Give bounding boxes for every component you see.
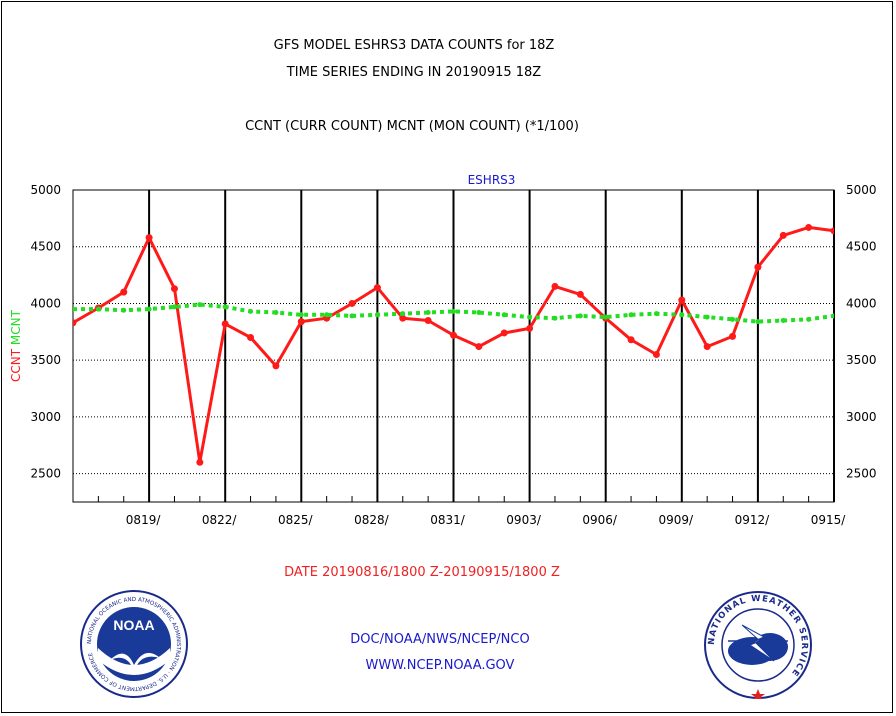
nws-logo: NATIONAL WEATHER SERVICE bbox=[704, 591, 812, 699]
point-ccnt bbox=[196, 458, 204, 466]
point-mcnt bbox=[197, 302, 203, 308]
point-mcnt bbox=[349, 313, 355, 319]
point-ccnt bbox=[424, 316, 432, 324]
point-ccnt bbox=[170, 285, 178, 293]
x-tick-label: 0822/ bbox=[202, 513, 238, 527]
plot-title: ESHRS3 bbox=[468, 173, 516, 187]
point-ccnt bbox=[500, 329, 508, 337]
point-ccnt bbox=[373, 284, 381, 292]
point-mcnt bbox=[425, 310, 431, 316]
x-tick-label: 0906/ bbox=[582, 513, 618, 527]
point-ccnt bbox=[627, 336, 635, 344]
point-ccnt bbox=[729, 332, 737, 340]
point-mcnt bbox=[451, 308, 456, 314]
point-mcnt bbox=[273, 310, 279, 316]
y-axis-label: CCNT MCNT bbox=[9, 309, 23, 382]
y-tick-label-right: 4000 bbox=[846, 296, 877, 310]
chart-title-line2: TIME SERIES ENDING IN 20190915 18Z bbox=[286, 65, 542, 80]
point-mcnt bbox=[146, 306, 152, 312]
point-ccnt bbox=[399, 314, 407, 322]
point-ccnt bbox=[450, 331, 457, 339]
x-tick-label: 0819/ bbox=[126, 513, 162, 527]
y-label-mcnt: MCNT bbox=[9, 309, 23, 345]
point-mcnt bbox=[298, 312, 304, 318]
point-mcnt bbox=[73, 306, 76, 312]
y-tick-label-right: 5000 bbox=[846, 183, 877, 197]
y-tick-label-left: 5000 bbox=[30, 183, 61, 197]
point-mcnt bbox=[121, 307, 127, 313]
y-label-ccnt: CCNT bbox=[9, 345, 23, 382]
x-tick-label: 0912/ bbox=[735, 513, 771, 527]
point-ccnt bbox=[754, 263, 762, 271]
point-mcnt bbox=[831, 313, 834, 319]
point-mcnt bbox=[806, 316, 812, 322]
noaa-logo: NOAA NATIONAL OCEANIC AND ATMOSPHERIC AD… bbox=[80, 590, 188, 698]
point-ccnt bbox=[221, 320, 229, 328]
point-ccnt bbox=[703, 343, 711, 351]
point-ccnt bbox=[526, 324, 534, 332]
point-mcnt bbox=[552, 315, 558, 321]
x-tick-label: 0828/ bbox=[354, 513, 390, 527]
y-tick-label-left: 2500 bbox=[30, 467, 61, 481]
point-mcnt bbox=[704, 314, 710, 320]
point-mcnt bbox=[653, 311, 659, 317]
y-tick-label-right: 2500 bbox=[846, 467, 877, 481]
y-tick-label-right: 3500 bbox=[846, 353, 877, 367]
x-tick-label: 0825/ bbox=[278, 513, 314, 527]
point-mcnt bbox=[780, 317, 786, 323]
point-ccnt bbox=[348, 299, 356, 307]
point-ccnt bbox=[475, 343, 483, 351]
point-ccnt bbox=[805, 223, 813, 231]
x-tick-label: 0903/ bbox=[506, 513, 542, 527]
point-mcnt bbox=[628, 312, 634, 318]
point-ccnt bbox=[652, 351, 660, 359]
x-tick-label: 0915/ bbox=[811, 513, 847, 527]
point-mcnt bbox=[95, 306, 101, 312]
point-mcnt bbox=[527, 314, 533, 320]
point-mcnt bbox=[324, 312, 330, 318]
x-tick-label: 0909/ bbox=[659, 513, 695, 527]
point-ccnt bbox=[120, 288, 128, 296]
point-ccnt bbox=[73, 319, 77, 327]
point-mcnt bbox=[730, 316, 736, 322]
point-mcnt bbox=[222, 304, 228, 310]
point-mcnt bbox=[248, 308, 254, 314]
ncep-url: WWW.NCEP.NOAA.GOV bbox=[365, 658, 515, 673]
chart-title-line1: GFS MODEL ESHRS3 DATA COUNTS for 18Z bbox=[273, 38, 555, 53]
point-mcnt bbox=[755, 319, 761, 325]
point-mcnt bbox=[400, 311, 406, 317]
point-ccnt bbox=[145, 234, 153, 242]
point-ccnt bbox=[272, 362, 280, 370]
point-ccnt bbox=[678, 296, 686, 304]
point-ccnt bbox=[551, 282, 559, 290]
y-tick-label-right: 4500 bbox=[846, 240, 877, 254]
point-ccnt bbox=[779, 231, 787, 239]
y-tick-label-left: 3500 bbox=[30, 353, 61, 367]
point-ccnt bbox=[247, 333, 255, 341]
point-ccnt bbox=[576, 290, 584, 298]
point-ccnt bbox=[830, 227, 834, 235]
point-mcnt bbox=[171, 304, 177, 310]
point-mcnt bbox=[679, 312, 685, 318]
point-ccnt bbox=[297, 318, 305, 326]
date-range: DATE 20190816/1800 Z-20190915/1800 Z bbox=[284, 565, 560, 580]
noaa-logo-label: NOAA bbox=[113, 617, 154, 633]
chart-subtitle: CCNT (CURR COUNT) MCNT (MON COUNT) (*1/1… bbox=[245, 119, 579, 134]
y-tick-label-left: 4500 bbox=[30, 240, 61, 254]
chart-svg: 2500 2500 3000 3000 3500 3500 4000 4000 4500 4500… bbox=[9, 173, 877, 527]
point-mcnt bbox=[577, 313, 583, 319]
point-mcnt bbox=[501, 312, 507, 318]
y-tick-label-right: 3000 bbox=[846, 410, 877, 424]
x-tick-label: 0831/ bbox=[430, 513, 466, 527]
y-tick-label-left: 4000 bbox=[30, 296, 61, 310]
org-path: DOC/NOAA/NWS/NCEP/NCO bbox=[350, 632, 530, 647]
point-mcnt bbox=[476, 310, 482, 316]
y-tick-label-left: 3000 bbox=[30, 410, 61, 424]
point-mcnt bbox=[603, 314, 609, 320]
point-mcnt bbox=[374, 312, 380, 318]
